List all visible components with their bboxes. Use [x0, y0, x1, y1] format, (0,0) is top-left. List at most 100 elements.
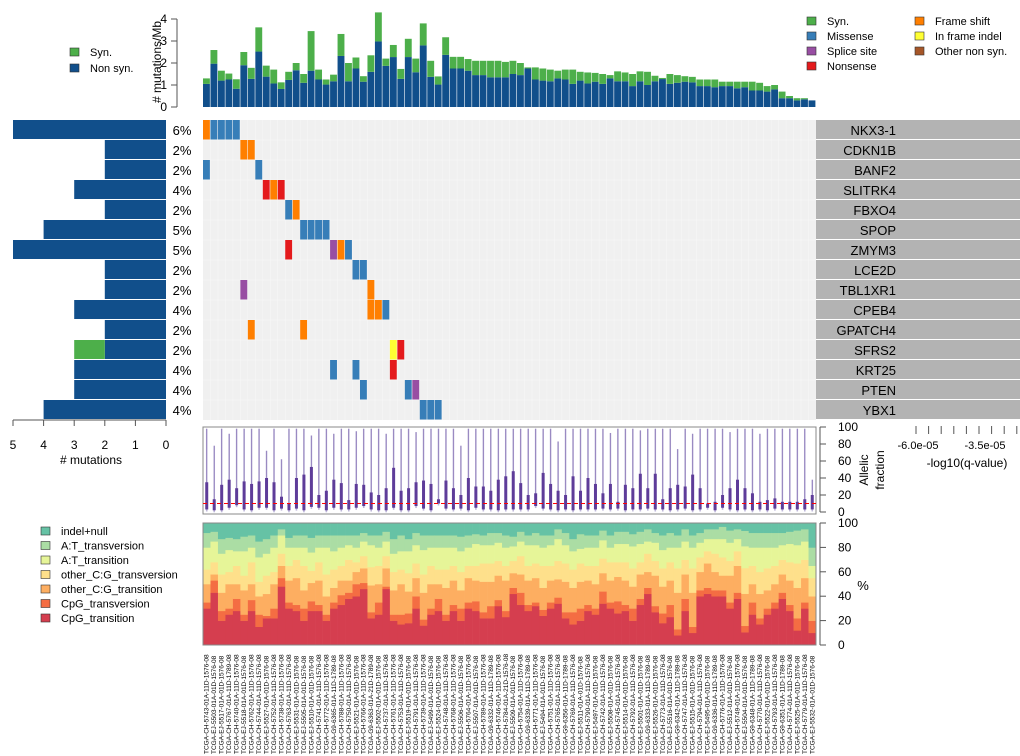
spectrum-segment-a-t-transversion	[374, 535, 383, 548]
gene-row-background	[816, 360, 1020, 379]
oncoprint-cell-frame-shift	[367, 300, 375, 320]
spectrum-segment-other-c-g-transversion	[748, 565, 757, 585]
spectrum-segment-cpg-transversion	[666, 604, 675, 618]
spectrum-segment-a-t-transversion	[419, 535, 428, 551]
spectrum-segment-indel-null	[359, 523, 368, 534]
spectrum-segment-indel-null	[382, 523, 391, 532]
spectrum-segment-cpg-transition	[748, 614, 757, 646]
legend-label-syn: Syn.	[90, 47, 112, 59]
allelic-fraction-box	[384, 488, 388, 511]
spectrum-segment-cpg-transition	[696, 596, 705, 646]
spectrum-segment-other-c-g-transversion	[606, 562, 615, 581]
sample-label: TCGA-CH-5767-01A-11D-1789-08	[226, 654, 233, 754]
spectrum-segment-other-c-g-transition	[629, 586, 637, 609]
allelic-fraction-box	[616, 501, 620, 509]
spectrum-segment-cpg-transition	[614, 613, 622, 646]
rate-bar-nonsyn	[606, 78, 614, 107]
spectrum-segment-other-c-g-transition	[606, 580, 615, 603]
oncoprint-cell-nonsense	[389, 360, 397, 380]
allelic-fraction-marks	[203, 428, 816, 513]
spectrum-segment-a-t-transition	[203, 547, 211, 570]
rate-bar-syn	[232, 79, 240, 89]
rate-bar-syn	[599, 74, 607, 84]
spectrum-legend-label: CpG_transition	[61, 613, 134, 625]
spectrum-segment-indel-null	[285, 523, 294, 538]
spectrum-segment-a-t-transversion	[397, 535, 406, 552]
spectrum-segment-indel-null	[681, 523, 690, 530]
rate-bar-nonsyn	[225, 79, 233, 107]
spectrum-segment-cpg-transition	[629, 620, 637, 646]
gene-percent-label: 4%	[173, 383, 192, 398]
sample-label: TCGA-CH-5774-01A-11D-1576-08	[787, 654, 794, 754]
spectrum-segment-other-c-g-transition	[300, 590, 308, 609]
spectrum-segment-indel-null	[412, 523, 421, 534]
spectrum-segment-cpg-transition	[457, 620, 465, 646]
spectrum-segment-other-c-g-transition	[569, 587, 578, 613]
spectrum-segment-other-c-g-transversion	[397, 569, 406, 585]
allelic-fraction-box	[489, 490, 493, 510]
spectrum-segment-a-t-transition	[292, 547, 301, 560]
sample-label: TCGA-EJ-5526-01A-01D-1576-08	[652, 655, 659, 754]
rate-bar-syn	[546, 69, 554, 82]
rate-bar-syn	[659, 77, 666, 80]
spectrum-segment-a-t-transversion	[247, 535, 256, 548]
spectrum-segment-a-t-transition	[210, 541, 219, 563]
rate-bar-syn	[786, 96, 793, 99]
allelic-fraction-box	[698, 488, 702, 510]
percent-labels: 6% 2% 2% 4% 2% 5% 5% 2% 2% 4% 2% 2% 4% 4% 4%	[173, 123, 192, 418]
gene-percent-label: 2%	[173, 203, 192, 218]
spectrum-segment-a-t-transversion	[382, 531, 391, 542]
rate-bar-syn	[330, 74, 337, 82]
rate-bar-nonsyn	[718, 86, 726, 107]
gene-count-bar-nonsyn	[104, 260, 166, 279]
spectrum-segment-a-t-transition	[509, 546, 518, 562]
rate-bar-syn	[801, 98, 808, 100]
spectrum-segment-indel-null	[315, 523, 323, 536]
gene-count-panel: 5 4 3 2 1 0 # mutations	[10, 120, 170, 467]
rate-bar-nonsyn	[337, 55, 345, 107]
gene-name-label: YBX1	[863, 403, 896, 418]
spectrum-segment-cpg-transversion	[232, 598, 241, 612]
rate-bar-syn	[427, 60, 435, 77]
spectrum-segment-other-c-g-transition	[374, 584, 383, 603]
sample-label: TCGA-CH-5742-01A-11D-1576-08	[600, 654, 607, 754]
oncoprint-cell-missense	[359, 380, 367, 400]
spectrum-segment-cpg-transition	[210, 592, 219, 646]
oncoprint-cell-missense	[434, 400, 442, 420]
allelic-fraction-box	[788, 501, 792, 510]
spectrum-segment-a-t-transversion	[203, 532, 211, 548]
spectrum-segment-cpg-transition	[741, 632, 750, 646]
sample-label: TCGA-EJ-5527-01A-01D-1576-08	[264, 655, 271, 754]
allelic-fraction-box	[676, 484, 680, 510]
spectrum-segment-cpg-transition	[793, 630, 802, 646]
rate-bar-syn	[741, 81, 749, 88]
spectrum-segment-cpg-transition	[232, 610, 241, 646]
oncoprint-cell-missense	[359, 260, 367, 280]
spectrum-segment-cpg-transversion	[203, 602, 211, 609]
allelic-fraction-box	[803, 499, 807, 510]
spectrum-segment-other-c-g-transversion	[374, 565, 383, 585]
rate-bar-syn	[651, 75, 659, 82]
spectrum-segment-other-c-g-transition	[472, 580, 480, 602]
spectrum-segment-other-c-g-transversion	[569, 569, 578, 588]
spectrum-segment-other-c-g-transition	[442, 587, 450, 615]
spectrum-segment-other-c-g-transversion	[763, 568, 772, 591]
spectrum-segment-cpg-transversion	[786, 604, 794, 612]
spectrum-segment-indel-null	[255, 523, 264, 542]
spectrum-segment-cpg-transversion	[359, 582, 368, 590]
gene-name-label: ZMYM3	[851, 243, 897, 258]
spectrum-segment-a-t-transition	[756, 547, 764, 573]
spectrum-segment-indel-null	[703, 523, 712, 530]
spectrum-segment-indel-null	[621, 523, 630, 532]
spectrum-segment-cpg-transition	[367, 618, 376, 646]
spectrum-segment-cpg-transition	[442, 620, 450, 646]
spectrum-segment-cpg-transition	[419, 625, 428, 646]
allelic-fraction-box	[706, 503, 710, 508]
spectrum-segment-cpg-transition	[786, 610, 794, 646]
spectrum-legend-label: indel+null	[61, 526, 108, 538]
spectrum-segment-other-c-g-transversion	[240, 575, 249, 591]
sample-label: TCGA-G9-6336-01A-11D-1789-08	[712, 655, 719, 754]
spectrum-segment-other-c-g-transition	[703, 563, 712, 588]
spectrum-segment-other-c-g-transition	[307, 582, 316, 602]
rate-bar-nonsyn	[771, 89, 779, 107]
